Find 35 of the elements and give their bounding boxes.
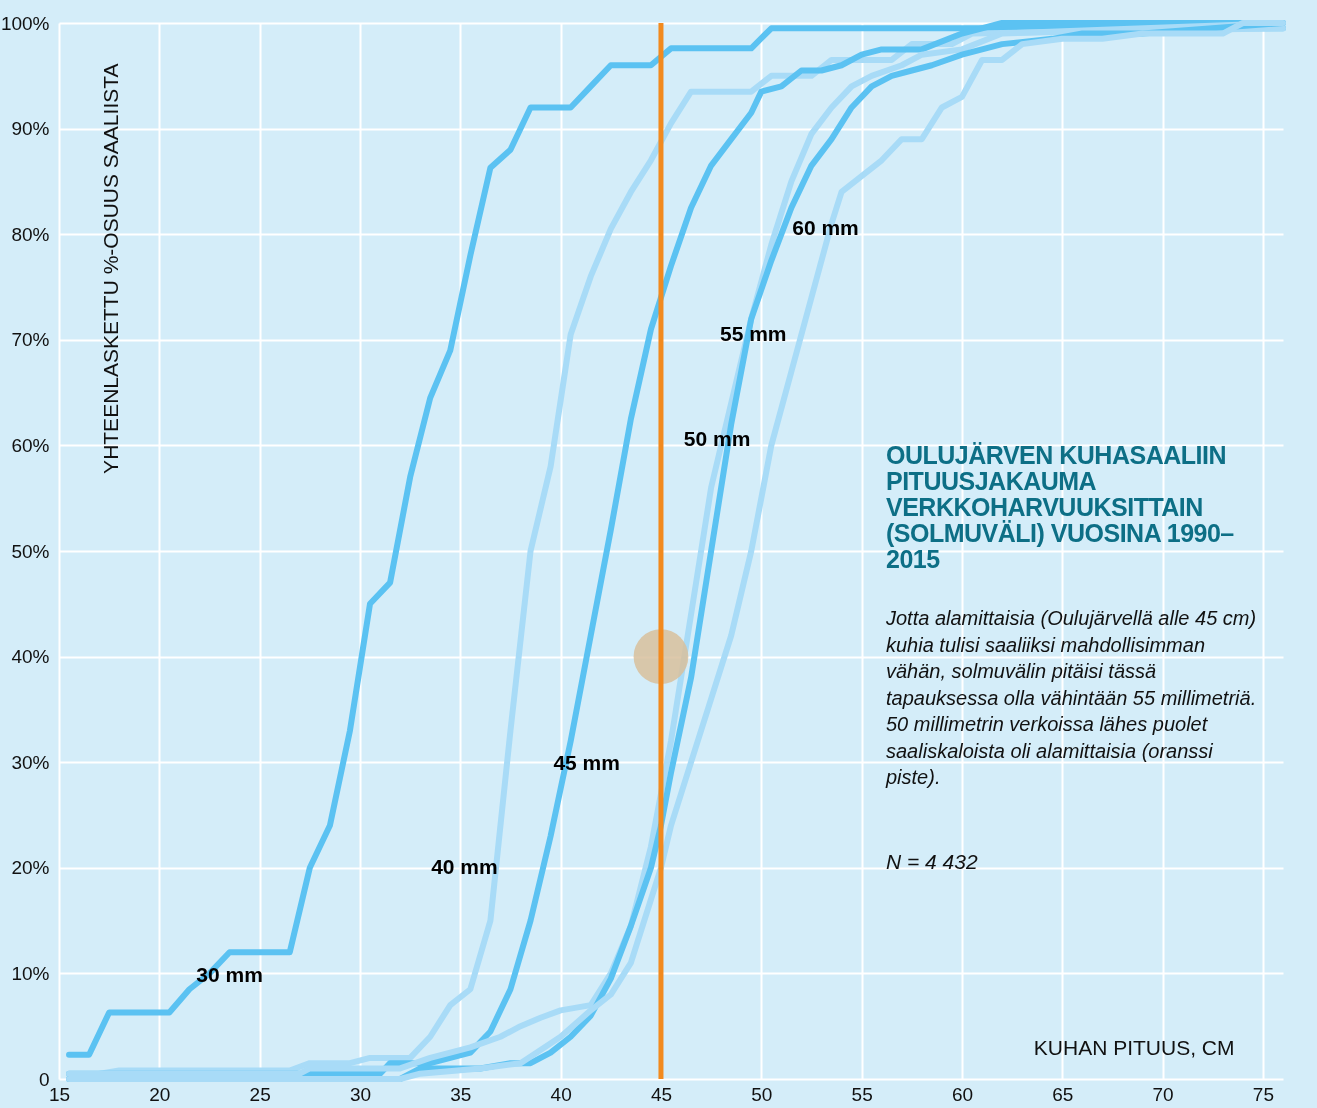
x-axis-title: KUHAN PITUUS, CM: [1033, 1035, 1235, 1059]
series-label: 30 mm: [196, 963, 263, 987]
annotation: N = 4 432: [886, 850, 978, 874]
y-tick-label: 80%: [11, 223, 50, 245]
y-axis-title: YHTEENLASKETTU %-OSUUS SAALIISTA: [98, 63, 122, 474]
x-tick-label: 15: [48, 1083, 71, 1105]
x-tick-label: 20: [149, 1083, 171, 1105]
x-tick-label: 45: [650, 1083, 673, 1105]
x-tick-label: 70: [1152, 1083, 1174, 1105]
series-label: 55 mm: [719, 321, 787, 345]
y-tick-label: 90%: [11, 118, 50, 140]
x-tick-label: 35: [450, 1083, 472, 1105]
series-label: 50 mm: [683, 426, 751, 450]
y-tick-label: 40%: [11, 646, 50, 668]
y-tick-label: 100%: [0, 12, 50, 34]
x-tick-label: 65: [1052, 1083, 1074, 1105]
y-tick-label: 60%: [11, 434, 50, 456]
x-tick-label: 30: [349, 1083, 372, 1105]
x-tick-label: 50: [751, 1083, 773, 1105]
y-tick-label: 50%: [11, 540, 50, 562]
y-tick-label: 30%: [11, 751, 50, 773]
y-tick-label: 20%: [11, 857, 50, 879]
series-label: 40 mm: [431, 854, 498, 878]
text: OULUJÄRVEN KUHASAALIIN PITUUSJAKAUMA VERKKOHARVUUKSITTAIN (SOLMUVÄLI) VUOSINA 1990–2015: [886, 441, 1235, 573]
series-label: 45 mm: [553, 751, 620, 775]
series-label: 60 mm: [792, 215, 859, 239]
x-tick-label: 60: [951, 1083, 974, 1105]
x-tick-label: 55: [851, 1083, 873, 1105]
text: Jotta alamittaisia (Oulujärvellä alle 45 cm) kuhia tulisi saaliiksi mahdollisimman vähän, solmuvälin pitäisi tässä tapauksessa olla vähintään 55 millimetriä. 50 millimetrin verkoissa lähes puolet saaliskaloista oli alamittaisia (oranssi piste).: [886, 606, 1258, 790]
y-tick-label: 10%: [11, 962, 50, 984]
x-tick-label: 75: [1252, 1083, 1274, 1105]
x-tick-label: 25: [249, 1083, 271, 1105]
y-tick-label: 0: [38, 1068, 50, 1090]
y-tick-label: 70%: [11, 329, 50, 351]
x-tick-label: 40: [550, 1083, 572, 1105]
